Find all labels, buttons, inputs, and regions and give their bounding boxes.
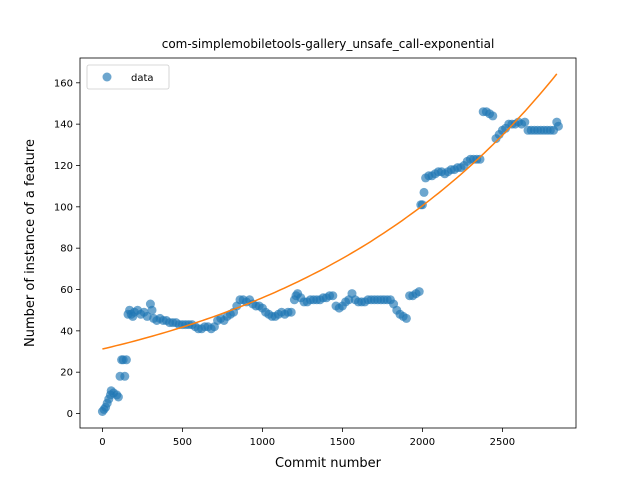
legend-marker-data (102, 72, 112, 82)
y-tick-label: 40 (60, 326, 73, 337)
x-tick-label: 1000 (250, 437, 275, 448)
y-tick-label: 120 (54, 161, 73, 172)
x-tick-label: 500 (173, 437, 192, 448)
x-tick-label: 1500 (330, 437, 355, 448)
x-axis: 0 500 1000 1500 2000 2500 (99, 428, 515, 448)
y-axis: 0 20 40 60 80 100 120 140 160 (54, 78, 80, 420)
x-tick-label: 2500 (490, 437, 515, 448)
x-tick-label: 2000 (410, 437, 435, 448)
fit-layer (102, 73, 558, 350)
y-axis-label: Number of instance of a feature (23, 139, 38, 347)
y-tick-label: 140 (54, 120, 73, 131)
data-point (488, 111, 498, 121)
data-point (475, 154, 485, 164)
data-point (553, 121, 563, 131)
data-point (121, 355, 131, 365)
plot-area (80, 58, 576, 428)
data-point (401, 313, 411, 323)
y-tick-label: 0 (67, 409, 73, 420)
legend-label-data: data (131, 73, 154, 84)
data-point (520, 117, 530, 127)
x-axis-label: Commit number (275, 456, 382, 471)
plot-frame (79, 57, 577, 429)
data-point (414, 287, 424, 297)
data-point (419, 187, 429, 197)
data-point (286, 307, 296, 317)
y-tick-label: 80 (60, 244, 73, 255)
x-tick-label: 0 (99, 437, 105, 448)
y-tick-label: 20 (60, 368, 73, 379)
y-tick-label: 60 (60, 285, 73, 296)
chart-title: com-simplemobiletools-gallery_unsafe_cal… (162, 37, 495, 51)
data-point (120, 371, 130, 381)
data-point (113, 392, 123, 402)
fit-line (102, 73, 558, 350)
data-point (147, 305, 157, 315)
series-layer (97, 107, 563, 416)
legend-box (86, 64, 170, 90)
legend: data (86, 64, 170, 90)
data-point (328, 291, 338, 301)
y-tick-label: 160 (54, 78, 73, 89)
y-tick-label: 100 (54, 202, 73, 213)
